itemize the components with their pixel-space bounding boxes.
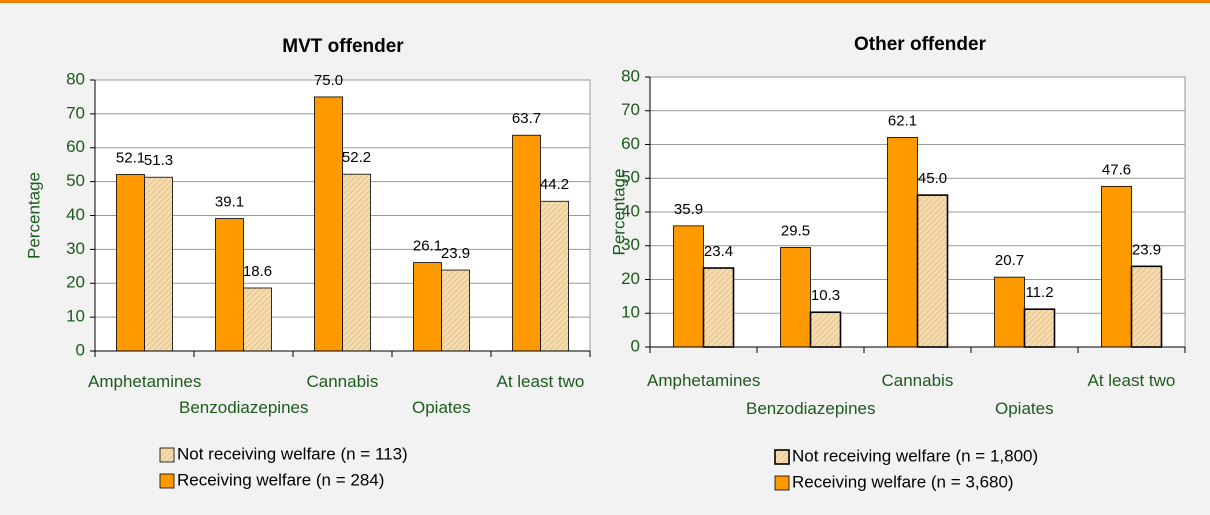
y-tick-label: 40	[66, 205, 85, 224]
y-tick-label: 50	[66, 171, 85, 190]
x-tick-label: Cannabis	[881, 371, 954, 390]
bar	[780, 247, 811, 348]
data-label: 20.7	[995, 252, 1024, 269]
y-tick-label: 0	[76, 340, 85, 359]
data-label: 62.1	[888, 112, 917, 129]
x-tick-label: Amphetamines	[88, 372, 202, 391]
y-tick-label: 80	[66, 69, 85, 88]
data-label: 45.0	[918, 170, 947, 187]
legend-label: Not receiving welfare (n = 1,800)	[792, 446, 1038, 465]
bar	[809, 311, 842, 348]
data-label: 47.6	[1102, 161, 1131, 178]
y-tick-label: 30	[621, 235, 640, 254]
data-label: 26.1	[413, 238, 442, 255]
x-tick-label: Opiates	[412, 398, 471, 417]
data-label: 75.0	[314, 72, 343, 89]
chart-title: MVT offender	[282, 36, 404, 57]
x-tick-label: At least two	[1087, 371, 1176, 390]
data-label: 10.3	[811, 287, 840, 304]
bar	[243, 287, 272, 352]
y-tick-label: 80	[621, 66, 640, 85]
y-axis-label: Percentage	[24, 172, 43, 259]
bar	[1023, 308, 1056, 348]
top-rule	[0, 0, 1210, 3]
data-label: 23.9	[1132, 241, 1161, 258]
y-tick-label: 10	[66, 307, 85, 326]
data-label: 29.5	[781, 222, 810, 239]
bar	[540, 200, 569, 352]
legend-label: Receiving welfare (n = 284)	[177, 470, 384, 489]
bar	[512, 134, 541, 352]
x-tick-label: Benzodiazepines	[746, 399, 876, 418]
y-tick-label: 30	[66, 239, 85, 258]
bar	[215, 218, 244, 352]
chart-title: Other offender	[854, 34, 987, 55]
data-label: 51.3	[144, 152, 173, 169]
data-label: 18.6	[243, 263, 272, 280]
y-tick-label: 20	[66, 273, 85, 292]
bar	[413, 262, 442, 352]
bar	[342, 173, 371, 352]
y-tick-label: 60	[621, 134, 640, 153]
y-tick-label: 60	[66, 137, 85, 156]
legend-swatch	[159, 473, 175, 489]
bar	[702, 267, 735, 348]
data-label: 44.2	[540, 176, 569, 193]
y-tick-label: 70	[621, 100, 640, 119]
x-tick-label: Cannabis	[306, 372, 379, 391]
bar	[994, 276, 1025, 348]
bar	[144, 176, 173, 352]
data-label: 63.7	[512, 110, 541, 127]
bar	[1101, 185, 1132, 348]
legend-swatch	[774, 475, 790, 491]
bar	[314, 96, 343, 352]
legend-label: Receiving welfare (n = 3,680)	[792, 472, 1014, 491]
bar	[441, 269, 470, 352]
y-tick-label: 50	[621, 168, 640, 187]
x-tick-label: Opiates	[995, 399, 1054, 418]
data-label: 35.9	[674, 201, 703, 218]
legend-label: Not receiving welfare (n = 113)	[177, 444, 408, 463]
y-tick-label: 40	[621, 201, 640, 220]
legend-swatch	[774, 449, 790, 465]
legend-swatch	[159, 447, 175, 463]
y-tick-label: 70	[66, 103, 85, 122]
bar	[116, 174, 145, 352]
y-tick-label: 20	[621, 269, 640, 288]
bar	[887, 137, 918, 348]
bar	[673, 225, 704, 348]
data-label: 23.4	[704, 243, 733, 260]
data-label: 11.2	[1025, 284, 1053, 301]
y-tick-label: 10	[621, 303, 640, 322]
x-tick-label: Benzodiazepines	[179, 398, 309, 417]
data-label: 52.1	[116, 149, 145, 166]
data-label: 39.1	[215, 194, 244, 211]
data-label: 23.9	[441, 245, 470, 262]
y-tick-label: 0	[631, 336, 640, 355]
x-tick-label: Amphetamines	[647, 371, 761, 390]
x-tick-label: At least two	[496, 372, 585, 391]
bar	[1130, 265, 1163, 348]
data-label: 52.2	[342, 149, 371, 166]
bar	[916, 194, 949, 348]
y-axis-label: Percentage	[609, 169, 628, 256]
